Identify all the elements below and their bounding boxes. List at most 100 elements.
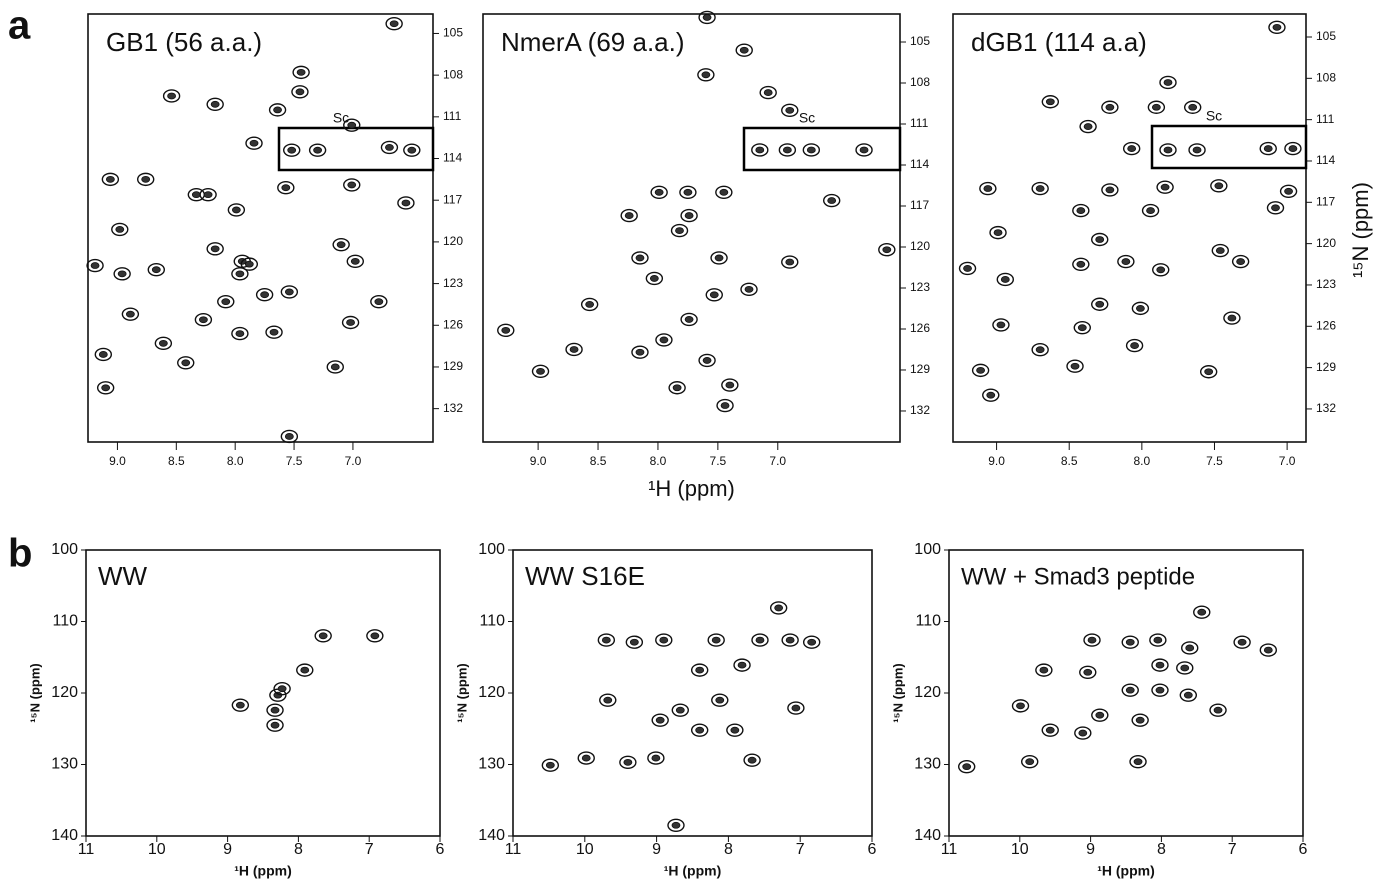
peak-contour bbox=[1083, 668, 1093, 676]
peak bbox=[1259, 643, 1278, 657]
peak bbox=[1021, 754, 1039, 769]
peak-contour bbox=[125, 310, 135, 318]
peak bbox=[1156, 180, 1174, 194]
x-tick-label: 8.0 bbox=[650, 454, 667, 468]
peak bbox=[1079, 119, 1097, 134]
peak bbox=[497, 323, 515, 338]
peak-contour bbox=[1070, 362, 1080, 370]
peak-contour bbox=[284, 433, 294, 440]
peak-contour bbox=[1188, 103, 1198, 111]
y-tick-label: 110 bbox=[915, 613, 941, 630]
peak-contour bbox=[1163, 146, 1173, 154]
peak-contour bbox=[1035, 346, 1045, 354]
y-tick-label: 120 bbox=[914, 684, 941, 701]
x-tick-label: 11 bbox=[78, 841, 95, 858]
peak bbox=[822, 193, 841, 208]
peak-contour bbox=[1076, 207, 1086, 214]
peak bbox=[802, 143, 821, 157]
peak bbox=[370, 294, 388, 309]
panel-title: WW + Smad3 peptide bbox=[961, 563, 1195, 590]
peak bbox=[979, 181, 997, 196]
peak bbox=[231, 326, 249, 341]
peak bbox=[625, 635, 644, 649]
peak bbox=[667, 818, 685, 832]
peak bbox=[1011, 699, 1030, 713]
peak bbox=[245, 136, 263, 150]
peak-contour bbox=[702, 357, 712, 364]
peak-contour bbox=[1156, 266, 1166, 274]
peak bbox=[206, 97, 224, 112]
x-tick-label: 8.5 bbox=[168, 454, 185, 468]
peak-contour bbox=[1183, 691, 1193, 699]
peak bbox=[255, 288, 274, 302]
peak bbox=[1231, 254, 1250, 269]
peak bbox=[1209, 703, 1227, 717]
peak bbox=[1035, 663, 1053, 677]
peak-contour bbox=[273, 106, 282, 114]
peak-contour bbox=[1095, 236, 1105, 243]
peak-contour bbox=[774, 604, 784, 612]
y-tick-label: 126 bbox=[443, 317, 463, 331]
peak-contour bbox=[1035, 185, 1045, 192]
peak bbox=[707, 633, 725, 647]
y-tick-label: 100 bbox=[51, 541, 78, 558]
peak bbox=[1159, 143, 1177, 157]
y-tick-label: 117 bbox=[910, 198, 929, 212]
peak-contour bbox=[603, 696, 613, 704]
peak-contour bbox=[370, 632, 380, 640]
peak-contour bbox=[1236, 258, 1246, 265]
peak-contour bbox=[709, 291, 719, 299]
peak bbox=[751, 633, 769, 647]
x-tick-label: 6 bbox=[1299, 841, 1308, 858]
peak-contour bbox=[720, 402, 730, 409]
peak-contour bbox=[1160, 183, 1170, 191]
peak-contour bbox=[996, 321, 1006, 329]
y-tick-label: 100 bbox=[914, 541, 941, 558]
peak-contour bbox=[1180, 664, 1190, 672]
x-tick-label: 7.0 bbox=[769, 454, 786, 468]
peak bbox=[778, 143, 797, 157]
peak-contour bbox=[296, 68, 306, 76]
panel-title: WW bbox=[98, 561, 148, 591]
peak-contour bbox=[270, 721, 280, 729]
plot-frame bbox=[952, 13, 1307, 443]
peak-contour bbox=[859, 146, 869, 154]
peak-contour bbox=[117, 270, 127, 278]
x-tick-label: 8 bbox=[724, 841, 733, 858]
peak bbox=[1152, 263, 1170, 277]
y-tick-label: 114 bbox=[910, 157, 929, 171]
x-tick-label: 10 bbox=[148, 841, 166, 858]
region-label: Sc bbox=[333, 110, 349, 126]
peak bbox=[651, 713, 669, 727]
peak-contour bbox=[581, 754, 591, 762]
peak bbox=[982, 388, 1000, 402]
peak-contour bbox=[1130, 342, 1139, 349]
peak bbox=[217, 294, 235, 309]
peak bbox=[1223, 311, 1241, 325]
peak-contour bbox=[675, 706, 685, 714]
peak-contour bbox=[714, 254, 724, 262]
peak bbox=[266, 718, 284, 732]
peak bbox=[1183, 100, 1202, 114]
peak bbox=[1188, 143, 1206, 157]
peak-contour bbox=[1045, 726, 1055, 734]
peak-contour bbox=[501, 326, 511, 334]
peak-contour bbox=[1125, 638, 1135, 646]
peak bbox=[541, 758, 560, 772]
x-tick-label: 7.5 bbox=[710, 454, 727, 468]
y-tick-label: 132 bbox=[443, 401, 463, 415]
peak-contour bbox=[318, 632, 328, 640]
y-tick-label: 130 bbox=[478, 756, 505, 773]
peak-contour bbox=[882, 246, 892, 254]
x-tick-label: 7.0 bbox=[1279, 454, 1296, 468]
peak bbox=[647, 751, 665, 765]
y-tick-label: 123 bbox=[1316, 277, 1336, 291]
y-tick-label: 110 bbox=[479, 613, 505, 630]
y-axis-label: ¹⁵N (ppm) bbox=[1348, 182, 1373, 278]
peak-contour bbox=[683, 188, 693, 196]
panel-label: b bbox=[8, 532, 32, 576]
peak-contour bbox=[1095, 711, 1105, 719]
peak-contour bbox=[649, 275, 659, 282]
peak-contour bbox=[203, 191, 213, 199]
peak-contour bbox=[785, 258, 795, 266]
